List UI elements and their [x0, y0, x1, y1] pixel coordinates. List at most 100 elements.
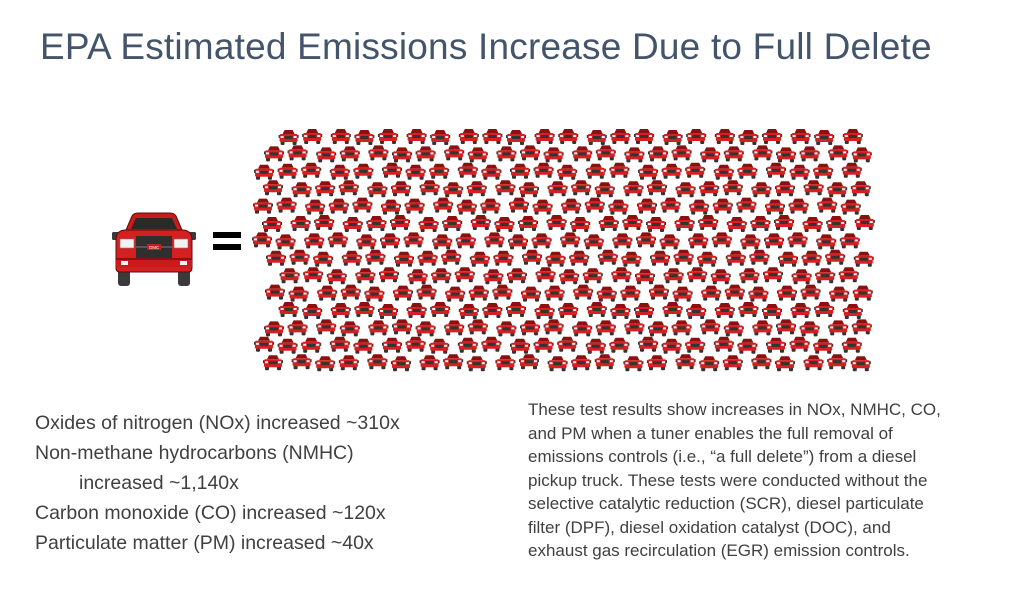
test-description: These test results show increases in NOx… [528, 398, 1018, 563]
small-truck-icon [405, 336, 426, 352]
small-truck-icon [394, 251, 414, 267]
small-truck-icon [624, 319, 645, 335]
small-truck-icon [561, 198, 582, 214]
small-truck-icon [749, 249, 770, 265]
small-truck-icon [685, 337, 706, 353]
small-truck-icon [263, 355, 283, 371]
small-truck-icon [484, 232, 505, 248]
small-truck-icon [482, 129, 503, 144]
small-truck-icon [276, 197, 297, 213]
small-truck-icon [701, 285, 722, 301]
small-truck-icon [610, 304, 631, 319]
small-truck-icon [338, 180, 359, 196]
small-truck-icon [660, 197, 681, 213]
small-truck-icon [418, 217, 439, 232]
small-truck-icon [675, 354, 696, 370]
small-truck-icon [675, 182, 696, 198]
small-truck-icon [263, 180, 283, 196]
small-truck-icon [700, 319, 721, 335]
small-truck-icon [287, 320, 308, 336]
small-truck-icon [700, 147, 721, 163]
small-truck-icon [482, 303, 503, 318]
small-truck-icon [429, 338, 450, 354]
small-truck-icon [558, 303, 579, 318]
small-truck-icon [302, 304, 323, 319]
small-truck-icon [638, 164, 658, 180]
small-truck-icon [766, 162, 786, 178]
small-truck-icon [594, 354, 615, 370]
small-truck-icon [407, 269, 428, 285]
small-truck-icon [712, 198, 733, 214]
small-truck-icon [710, 269, 731, 285]
small-truck-icon [560, 232, 581, 248]
small-truck-icon [468, 285, 489, 301]
small-truck-icon [726, 217, 747, 232]
small-truck-icon [636, 232, 656, 248]
small-truck-icon [777, 285, 797, 301]
small-truck-icon [492, 284, 513, 300]
small-truck-icon [287, 145, 308, 161]
small-truck-icon [496, 321, 517, 337]
small-truck-icon [850, 181, 871, 197]
small-truck-icon [288, 286, 309, 302]
small-truck-icon [646, 217, 666, 232]
small-truck-icon [378, 129, 398, 144]
small-truck-icon [661, 163, 682, 179]
small-truck-icon [534, 129, 555, 144]
small-truck-icon [367, 354, 388, 370]
small-truck-icon [531, 233, 552, 249]
small-truck-icon [647, 180, 667, 196]
small-truck-icon [585, 163, 606, 179]
small-truck-icon [787, 232, 808, 248]
small-truck-icon [828, 320, 849, 336]
small-truck-icon [406, 303, 427, 318]
small-truck-icon [699, 181, 720, 197]
small-truck-icon [662, 302, 683, 317]
small-truck-icon [586, 130, 607, 145]
small-truck-icon [762, 129, 782, 144]
small-truck-icon [659, 234, 680, 250]
small-truck-icon [740, 234, 761, 250]
small-truck-icon [455, 233, 476, 249]
small-truck-icon [380, 233, 400, 249]
small-truck-icon [673, 249, 694, 265]
small-truck-icon [457, 337, 478, 353]
small-truck-icon [305, 199, 326, 215]
small-truck-icon [686, 304, 707, 319]
small-truck-icon [711, 232, 732, 248]
small-truck-icon [841, 162, 862, 178]
small-truck-icon [598, 216, 619, 231]
small-truck-icon [379, 267, 399, 283]
small-truck-icon [315, 181, 336, 197]
small-truck-icon [713, 164, 734, 180]
small-truck-icon [520, 320, 540, 336]
small-truck-icon [279, 268, 300, 284]
small-truck-icon [610, 129, 631, 144]
small-truck-icon [764, 233, 784, 249]
small-truck-icon [444, 145, 465, 161]
small-truck-icon [827, 354, 848, 370]
small-truck-icon [570, 217, 591, 232]
small-truck-icon [842, 129, 863, 144]
description-line: pickup truck. These tests were conducted… [528, 470, 928, 490]
small-truck-icon [266, 250, 286, 266]
small-truck-icon [714, 303, 735, 318]
small-truck-icon [378, 304, 398, 319]
small-truck-icon [790, 129, 811, 144]
small-truck-icon [737, 338, 758, 354]
small-truck-icon [671, 145, 692, 161]
small-truck-icon [519, 182, 539, 198]
small-truck-icon [495, 355, 516, 371]
description-line: These test results show increases in NOx… [528, 400, 941, 419]
small-truck-icon [367, 182, 388, 198]
small-truck-icon [330, 303, 351, 318]
small-truck-icon [340, 284, 361, 300]
small-truck-icon [803, 355, 824, 371]
small-truck-icon [304, 233, 325, 249]
small-truck-icon [547, 356, 568, 372]
small-truck-icon [689, 199, 710, 215]
small-truck-icon [635, 269, 655, 285]
small-truck-icon [829, 286, 850, 302]
small-truck-icon [466, 356, 487, 372]
description-line: filter (DPF), diesel oxidation catalyst … [528, 517, 891, 537]
